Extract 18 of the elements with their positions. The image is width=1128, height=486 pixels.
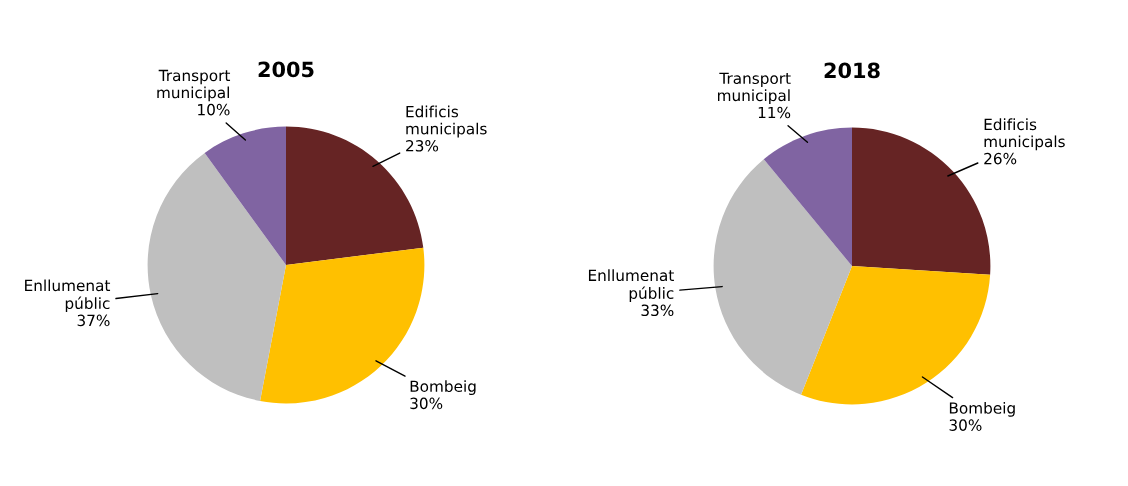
data-label: 37%: [77, 314, 110, 327]
slice-label: Enllumenat públic: [588, 269, 674, 302]
data-label: 23%: [406, 140, 439, 152]
chart-title: 2005: [258, 61, 314, 78]
data-label: 30%: [410, 397, 443, 410]
slice-label: Enllumenat públic: [25, 279, 111, 313]
chart-title: 2018: [824, 62, 880, 79]
data-label: 26%: [984, 152, 1017, 165]
data-label: 10%: [198, 103, 230, 116]
data-label: 30%: [949, 419, 982, 431]
slice-label: Bombeig: [410, 380, 476, 395]
data-label: 11%: [758, 106, 791, 119]
data-label: 33%: [641, 304, 674, 317]
slice-label: Bombeig: [949, 401, 1015, 417]
slice-label: Transport municipal: [157, 69, 231, 102]
slice-label: Edificis municipals: [406, 105, 487, 138]
slice-label: Transport municipal: [718, 72, 791, 105]
slice-label: Edificis municipals: [984, 118, 1065, 151]
